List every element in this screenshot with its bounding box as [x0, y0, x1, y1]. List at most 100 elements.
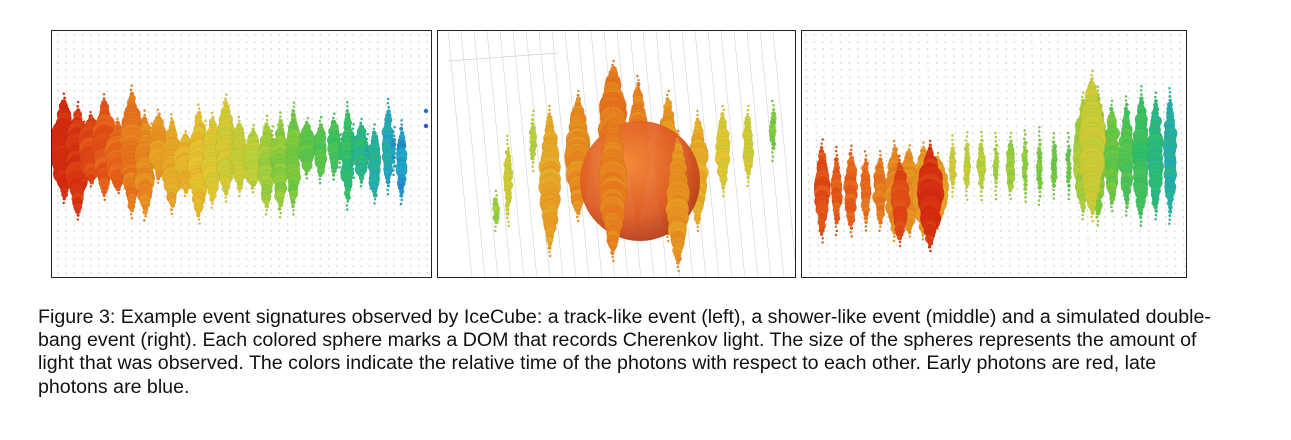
dom-sphere	[505, 216, 509, 220]
string-dom-dot	[909, 62, 912, 64]
string-dom-dot	[1005, 69, 1008, 71]
string-dom-dot	[180, 272, 182, 274]
dom-sphere	[951, 134, 954, 137]
string-dom-dot	[426, 258, 428, 260]
string-dom-dot	[883, 55, 886, 57]
string-dom-dot	[1014, 62, 1016, 64]
string-dom-dot	[988, 97, 991, 99]
string-dom-dot	[963, 125, 965, 127]
string-dom-dot	[204, 41, 207, 43]
string-dom-dot	[393, 41, 396, 43]
string-dom-dot	[866, 83, 869, 85]
string-dom-dot	[385, 258, 387, 260]
string-dom-dot	[913, 237, 915, 239]
string-dom-dot	[1126, 34, 1129, 36]
dom-sphere	[965, 194, 968, 197]
string-dom-dot	[270, 216, 272, 218]
dom-sphere	[1009, 197, 1013, 201]
string-dom-dot	[860, 230, 863, 232]
event-panel-track	[51, 30, 432, 278]
string-dom-dot	[1050, 125, 1052, 127]
string-dom-dot	[1161, 48, 1164, 50]
string-dom-dot	[344, 97, 346, 99]
string-dom-dot	[870, 272, 872, 274]
dom-sphere	[306, 116, 310, 120]
string-dom-dot	[833, 139, 835, 141]
string-dom-dot	[973, 195, 975, 197]
string-dom-dot	[867, 139, 870, 141]
string-dom-dot	[237, 104, 240, 106]
dom-sphere	[665, 93, 669, 97]
string-dom-dot	[311, 76, 314, 78]
string-dom-dot	[327, 230, 330, 232]
string-dom-dot	[1026, 230, 1028, 232]
string-dom-dot	[1053, 265, 1055, 267]
dom-sphere	[696, 229, 700, 233]
dom-sphere	[721, 104, 724, 108]
string-dom-dot	[311, 55, 314, 57]
string-dom-dot	[327, 104, 330, 106]
string-dom-dot	[996, 48, 998, 50]
string-dom-dot	[319, 76, 322, 78]
dom-sphere	[387, 105, 391, 109]
dom-sphere	[332, 178, 336, 181]
string-dom-dot	[229, 230, 231, 232]
string-dom-dot	[147, 104, 149, 106]
string-dom-dot	[245, 132, 248, 134]
string-dom-dot	[1101, 90, 1104, 92]
string-dom-dot	[155, 223, 158, 225]
string-dom-dot	[352, 181, 355, 183]
string-dom-dot	[948, 237, 950, 239]
string-dom-dot	[377, 69, 379, 71]
string-dom-dot	[839, 34, 842, 36]
string-dom-dot	[409, 132, 412, 134]
string-dom-dot	[336, 181, 338, 183]
string-dom-dot	[850, 125, 852, 127]
string-dom-dot	[1024, 132, 1026, 134]
string-dom-dot	[409, 230, 412, 232]
string-dom-dot	[204, 69, 207, 71]
string-dom-dot	[878, 251, 881, 253]
dom-sphere	[612, 99, 615, 103]
string-dom-dot	[286, 41, 289, 43]
string-dom-dot	[991, 216, 993, 218]
string-dom-dot	[196, 258, 199, 260]
string-dom-dot	[893, 118, 896, 120]
string-dom-dot	[866, 69, 868, 71]
string-dom-dot	[360, 202, 363, 204]
dom-sphere	[1038, 142, 1042, 147]
string-dom-dot	[901, 62, 903, 64]
string-dom-dot	[286, 97, 289, 99]
string-dom-dot	[909, 48, 912, 50]
string-dom-dot	[377, 216, 379, 218]
dom-sphere	[338, 166, 341, 169]
string-dom-dot	[90, 265, 92, 267]
string-dom-dot	[81, 209, 84, 211]
string-dom-dot	[1121, 195, 1123, 197]
dom-sphere	[746, 108, 750, 112]
dom-sphere	[271, 125, 275, 128]
dom-sphere	[423, 123, 429, 129]
string-dom-dot	[1121, 216, 1124, 218]
string-dom-dot	[1144, 62, 1147, 64]
string-dom-dot	[180, 195, 182, 197]
string-dom-dot	[106, 48, 108, 50]
string-dom-dot	[303, 174, 305, 176]
string-dom-dot	[368, 230, 371, 232]
string-dom-dot	[1044, 272, 1046, 274]
string-dom-dot	[237, 251, 240, 253]
string-dom-dot	[352, 272, 355, 274]
string-dom-dot	[319, 83, 322, 85]
string-dom-dot	[385, 111, 387, 113]
string-dom-dot	[1118, 76, 1121, 78]
string-dom-dot	[204, 97, 207, 99]
string-dom-dot	[327, 55, 330, 57]
string-dom-dot	[868, 167, 870, 169]
string-dom-dot	[1066, 62, 1068, 64]
string-dom-dot	[922, 251, 924, 253]
dom-sphere	[238, 190, 242, 194]
string-dom-dot	[998, 174, 1001, 176]
string-dom-dot	[1131, 251, 1133, 253]
string-dom-dot	[90, 69, 92, 71]
string-dom-dot	[839, 41, 842, 43]
